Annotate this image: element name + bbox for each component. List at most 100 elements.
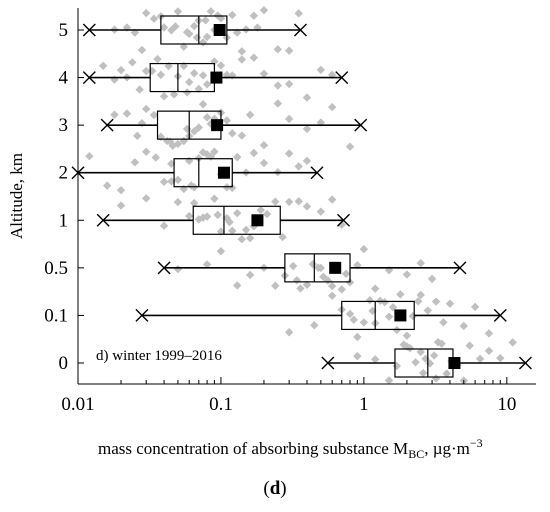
data-point-1 [228, 226, 237, 235]
data-point-3 [284, 114, 294, 124]
data-point-0_1 [402, 331, 412, 340]
max-marker-0_5 [453, 261, 467, 275]
x-axis-title-units: , µg·m [424, 439, 470, 458]
data-point-5 [149, 14, 159, 23]
data-point-0 [484, 346, 494, 356]
data-point-2 [151, 153, 160, 162]
cross-stroke [354, 118, 368, 132]
data-point-0 [431, 374, 441, 383]
data-point-5 [273, 45, 283, 54]
data-point-1 [210, 194, 219, 203]
data-point-5 [284, 46, 294, 55]
data-point-1 [213, 210, 222, 220]
panel-label: (d) [263, 478, 287, 499]
data-point-2 [228, 183, 237, 193]
data-point-0_1 [408, 311, 418, 321]
data-point-1 [327, 195, 337, 204]
max-marker-0 [518, 356, 532, 370]
data-point-4 [179, 61, 189, 71]
data-point-0_1 [388, 303, 398, 312]
data-point-4 [249, 53, 259, 62]
data-point-5 [142, 8, 151, 18]
data-point-0_5 [288, 261, 298, 271]
data-point-1 [233, 208, 242, 218]
data-point-3 [133, 131, 142, 141]
x-tick-label: 1 [359, 394, 369, 415]
mean-marker-4 [210, 71, 223, 84]
data-point-5 [189, 21, 199, 31]
data-point-5 [179, 42, 189, 51]
y-tick-label: 2 [59, 163, 69, 184]
max-marker-4 [335, 71, 349, 85]
data-point-1 [241, 225, 251, 235]
data-point-4 [156, 70, 166, 80]
cross-stroke [293, 23, 307, 37]
data-point-5 [159, 23, 169, 32]
data-point-3 [122, 109, 132, 118]
data-point-1 [294, 197, 303, 206]
data-point-0_5 [402, 270, 412, 279]
data-point-1 [278, 232, 287, 242]
cross-stroke [82, 71, 96, 85]
box-2 [173, 158, 233, 188]
data-point-0_5 [308, 259, 318, 269]
data-point-4 [284, 79, 294, 89]
data-point-0_5 [173, 264, 183, 274]
max-marker-3 [354, 118, 368, 132]
data-point-4 [237, 55, 247, 64]
data-point-2 [233, 152, 242, 162]
mean-marker-2 [217, 166, 230, 179]
data-point-0 [437, 339, 446, 348]
data-point-3 [149, 110, 159, 120]
cross-stroke [135, 308, 149, 322]
data-point-5 [192, 33, 202, 42]
data-point-2 [167, 159, 176, 168]
data-point-4 [142, 66, 151, 76]
data-point-1 [194, 215, 203, 224]
cross-stroke [310, 166, 324, 180]
data-point-5 [294, 9, 303, 18]
data-point-0_5 [427, 274, 437, 284]
mean-marker-5 [213, 24, 226, 36]
data-point-2 [167, 177, 176, 186]
data-point-1 [302, 202, 312, 211]
data-point-0_1 [310, 320, 319, 330]
y-axis-title: Altitude, km [7, 153, 26, 239]
data-point-3 [179, 136, 189, 146]
data-point-0_1 [445, 299, 455, 308]
data-point-1 [159, 221, 169, 230]
data-point-3 [110, 110, 119, 119]
chart-annotation: d) winter 1999–2016 [96, 348, 222, 364]
data-point-0_5 [341, 269, 351, 279]
y-tick-label: 4 [59, 68, 69, 89]
cross-stroke [321, 356, 335, 370]
max-marker-0_1 [493, 308, 507, 322]
data-point-0_5 [302, 280, 312, 290]
data-point-5 [137, 45, 147, 55]
data-point-4 [159, 92, 169, 101]
data-point-4 [194, 84, 203, 94]
y-tick-label: 0.5 [44, 258, 68, 279]
data-point-2 [302, 156, 312, 166]
data-point-3 [228, 129, 237, 138]
data-point-4 [316, 65, 326, 75]
data-point-1 [284, 197, 294, 207]
data-point-4 [153, 54, 162, 64]
data-point-3 [182, 124, 192, 134]
data-point-0_5 [327, 281, 337, 291]
min-marker-0_1 [135, 308, 149, 322]
data-point-1 [198, 213, 208, 222]
data-point-0_1 [327, 291, 337, 300]
box-1 [192, 205, 281, 235]
data-point-0_1 [359, 318, 369, 327]
data-point-4 [189, 69, 199, 78]
data-point-1 [337, 220, 346, 229]
max-marker-1 [336, 213, 350, 227]
data-point-1 [225, 217, 234, 227]
data-point-5 [173, 7, 183, 16]
cross-stroke [453, 261, 467, 275]
data-point-2 [294, 162, 303, 171]
data-point-0_5 [271, 281, 280, 290]
data-point-0_1 [349, 315, 358, 324]
